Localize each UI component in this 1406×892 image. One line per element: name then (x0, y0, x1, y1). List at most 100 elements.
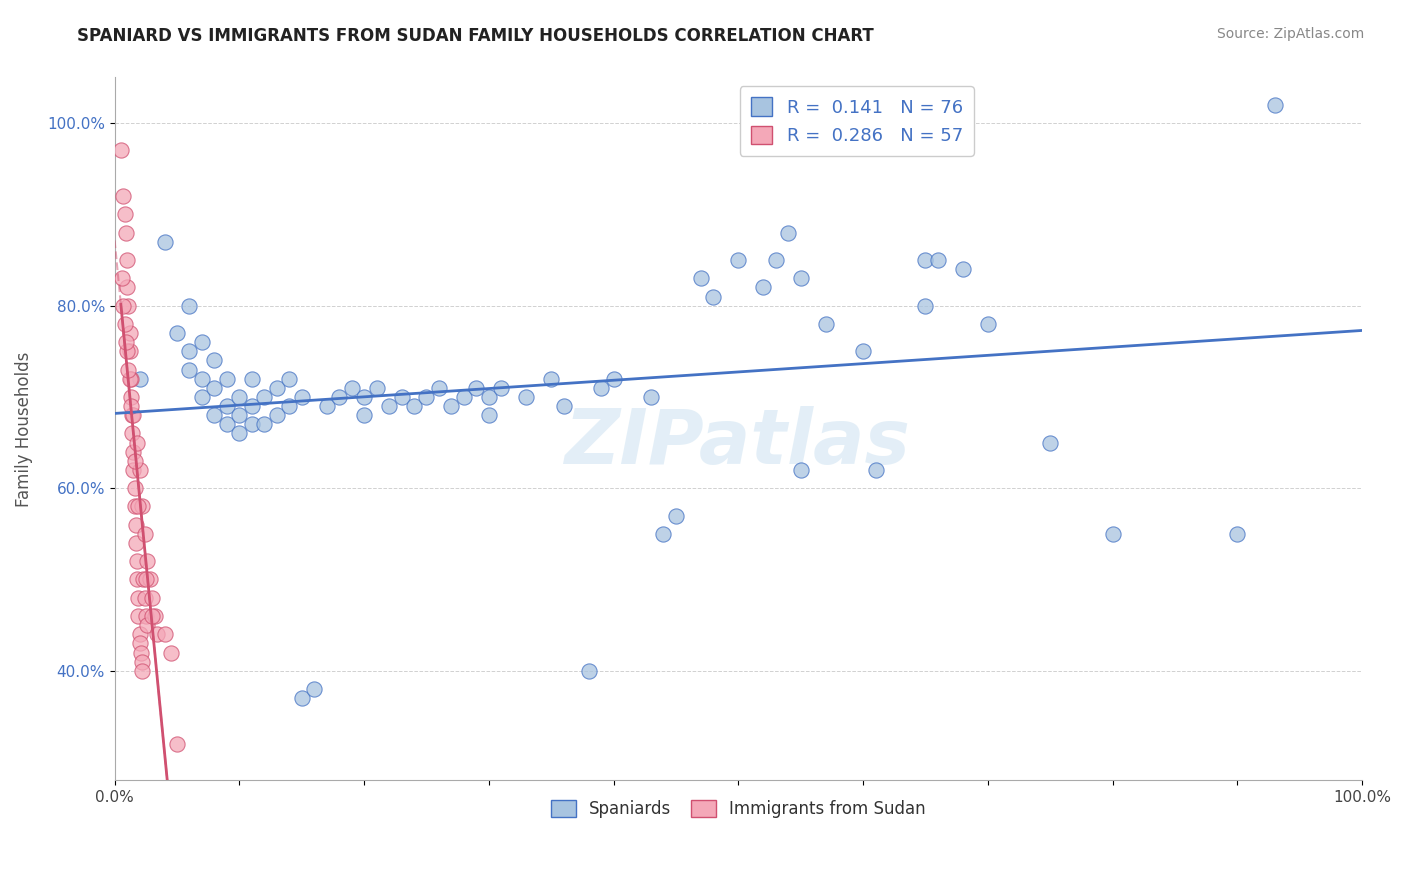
Point (132, 573, 155, 587)
Point (122, 408, 145, 422)
Point (118, 344, 141, 359)
Point (143, 609, 166, 624)
Point (391, 390, 413, 404)
Point (112, 189, 135, 203)
Point (652, 526, 675, 541)
Point (120, 390, 142, 404)
Point (118, 326, 141, 340)
Point (128, 463, 150, 477)
Point (202, 408, 225, 422)
Point (1226, 526, 1249, 541)
Point (118, 372, 141, 386)
Point (191, 390, 214, 404)
Point (122, 463, 145, 477)
Point (146, 627, 169, 641)
Point (240, 372, 263, 386)
Point (865, 463, 887, 477)
Point (136, 554, 159, 568)
Point (852, 344, 875, 359)
Point (702, 289, 724, 303)
Point (215, 417, 238, 432)
Point (952, 262, 974, 277)
Point (453, 390, 475, 404)
Text: Source: ZipAtlas.com: Source: ZipAtlas.com (1216, 27, 1364, 41)
Text: ZIPatlas: ZIPatlas (565, 406, 911, 480)
Point (125, 554, 148, 568)
Point (179, 344, 201, 359)
Point (415, 390, 437, 404)
Point (121, 408, 143, 422)
Point (153, 235, 176, 249)
Point (278, 399, 301, 413)
Point (215, 372, 238, 386)
Point (115, 335, 138, 350)
Point (117, 299, 139, 313)
Point (789, 463, 811, 477)
Point (478, 390, 501, 404)
Point (115, 344, 138, 359)
Point (266, 381, 288, 395)
Point (115, 252, 138, 267)
Point (353, 408, 375, 422)
Point (340, 381, 363, 395)
Point (291, 691, 314, 706)
Point (578, 664, 600, 678)
Point (134, 526, 156, 541)
Y-axis label: Family Households: Family Households (15, 351, 32, 507)
Point (240, 417, 263, 432)
Point (115, 226, 138, 240)
Point (179, 362, 201, 376)
Point (366, 381, 388, 395)
Point (120, 399, 142, 413)
Point (752, 280, 775, 294)
Point (427, 381, 450, 395)
Point (302, 681, 325, 696)
Point (515, 390, 537, 404)
Point (129, 646, 152, 660)
Point (131, 500, 153, 514)
Point (602, 372, 624, 386)
Point (640, 390, 662, 404)
Point (135, 573, 157, 587)
Point (1264, 98, 1286, 112)
Point (814, 317, 837, 331)
Point (1039, 435, 1062, 450)
Point (127, 591, 149, 605)
Point (138, 573, 160, 587)
Point (124, 500, 146, 514)
Point (136, 618, 159, 632)
Point (191, 372, 214, 386)
Point (114, 317, 136, 331)
Point (125, 435, 148, 450)
Point (727, 252, 749, 267)
Point (765, 252, 787, 267)
Point (110, 144, 132, 158)
Point (114, 207, 136, 221)
Point (478, 408, 501, 422)
Legend: Spaniards, Immigrants from Sudan: Spaniards, Immigrants from Sudan (544, 793, 932, 825)
Point (440, 399, 463, 413)
Point (228, 408, 250, 422)
Point (291, 390, 314, 404)
Point (153, 627, 176, 641)
Point (914, 299, 936, 313)
Point (128, 372, 150, 386)
Point (266, 408, 288, 422)
Point (378, 399, 401, 413)
Point (117, 362, 139, 376)
Point (122, 444, 145, 458)
Point (228, 390, 250, 404)
Point (191, 335, 214, 350)
Point (278, 372, 301, 386)
Point (120, 372, 142, 386)
Point (253, 390, 276, 404)
Point (128, 627, 150, 641)
Point (465, 381, 488, 395)
Point (124, 454, 146, 468)
Point (141, 591, 163, 605)
Point (789, 271, 811, 285)
Point (124, 481, 146, 495)
Point (127, 609, 149, 624)
Point (134, 591, 156, 605)
Point (353, 390, 375, 404)
